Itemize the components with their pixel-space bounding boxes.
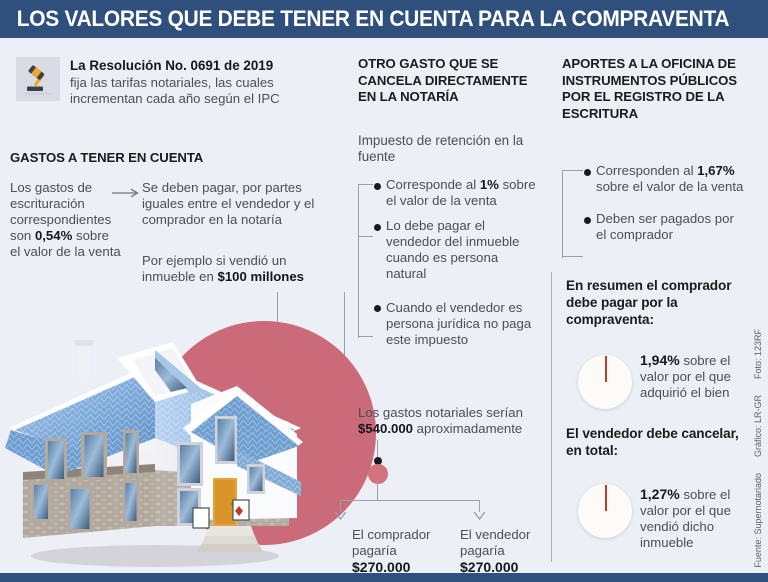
tree-node-dot bbox=[373, 457, 382, 465]
branch-right-amount: $270.000 bbox=[460, 559, 519, 576]
column-divider bbox=[551, 272, 553, 562]
bullet-icon bbox=[374, 305, 381, 313]
branch-right-line-2: pagaría bbox=[460, 543, 505, 559]
vendedor-text-block: 1,27% sobre el valor por el que vendió d… bbox=[640, 486, 758, 551]
credit-graphic: Gráfico: LR-GR bbox=[753, 395, 763, 458]
list-item: Deben ser pagados por el comprador bbox=[584, 211, 744, 243]
list-item-text: Cuando el vendedor es persona jurídica n… bbox=[386, 299, 532, 347]
gavel-icon bbox=[16, 57, 60, 101]
branch-left-amount: $270.000 bbox=[352, 559, 411, 576]
item-pre: Corresponden al bbox=[596, 163, 698, 178]
branch-left-block: El comprador pagaría $270.000 bbox=[352, 527, 462, 576]
col3-heading: APORTES A LA OFICINA DE INSTRUMENTOS PÚB… bbox=[562, 56, 737, 121]
col1-heading: GASTOS A TENER EN CUENTA bbox=[10, 150, 204, 165]
resumen-description: sobre el valor por el que adquirió el bi… bbox=[640, 353, 731, 401]
pie-slice-1-94 bbox=[605, 356, 607, 382]
col1-right-text-1: Se deben pagar, por partes iguales entre… bbox=[142, 180, 315, 228]
pie-chart-vendedor bbox=[578, 484, 632, 538]
item-bold: 1% bbox=[479, 177, 499, 192]
branch-left-line-1: El comprador bbox=[352, 527, 431, 542]
pie-slice-1-27 bbox=[605, 485, 607, 511]
arrow-down-icon-left bbox=[334, 511, 347, 521]
credit-source: Fuente: Supernotariado bbox=[753, 473, 763, 568]
pie-shape bbox=[578, 484, 632, 538]
col1-left-bold: 0,54% bbox=[34, 228, 73, 244]
bullet-icon bbox=[584, 168, 591, 176]
bullet-icon bbox=[584, 216, 591, 224]
connector-line-notary bbox=[344, 292, 346, 396]
resolution-line-2: incrementan cada año según el IPC bbox=[70, 91, 280, 107]
resumen-text-block: 1,94% sobre el valor por el que adquirió… bbox=[640, 352, 752, 401]
house-illustration bbox=[5, 340, 303, 567]
col2-heading: OTRO GASTO QUE SE CANCELA DIRECTAMENTE E… bbox=[358, 56, 528, 105]
credits-block: Fuente: Supernotariado Gráfico: LR-GR Fo… bbox=[750, 329, 766, 568]
branch-right-line-1: El vendedor bbox=[460, 527, 531, 542]
notary-total-amount: $540.000 bbox=[358, 421, 414, 437]
arrow-right-icon bbox=[112, 188, 139, 198]
item-bold: 1,67% bbox=[697, 163, 735, 178]
footer-bar bbox=[0, 573, 768, 582]
col2-subtitle: Impuesto de retención en la fuente bbox=[358, 133, 524, 165]
col2-item-list: Corresponde al 1% sobre el valor de la v… bbox=[374, 177, 542, 357]
vendedor-percent: 1,27% bbox=[640, 486, 680, 502]
resumen-heading: En resumen el comprador debe pagar por l… bbox=[566, 278, 732, 328]
tree-stem-top bbox=[377, 440, 379, 462]
col3-bracket bbox=[562, 170, 583, 258]
item-post: sobre el valor de la venta bbox=[386, 177, 536, 209]
col1-right2-bold: $100 millones bbox=[217, 269, 305, 285]
resolution-text: La Resolución No. 0691 de 2019 fija las … bbox=[70, 57, 280, 108]
tree-crossbar bbox=[340, 500, 480, 502]
resolution-title: La Resolución No. 0691 de 2019 bbox=[70, 58, 274, 73]
list-item: Corresponde al 1% sobre el valor de la v… bbox=[374, 177, 542, 209]
list-item-text: Deben ser pagados por el comprador bbox=[596, 211, 734, 243]
tree-stem-bottom bbox=[377, 480, 379, 500]
col1-right2-pre: Por ejemplo si vendió un inmueble en bbox=[142, 253, 287, 285]
item-post: sobre el valor de la venta bbox=[596, 179, 744, 195]
vendedor-heading: El vendedor debe cancelar, en total: bbox=[566, 426, 739, 459]
list-item-text: Corresponde al 1% sobre el valor de la v… bbox=[386, 177, 542, 209]
header-bar: LOS VALORES QUE DEBE TENER EN CUENTA PAR… bbox=[0, 0, 768, 38]
col1-right-text-2: Por ejemplo si vendió un inmueble en $10… bbox=[142, 253, 337, 285]
arrow-down-icon-right bbox=[473, 511, 486, 521]
page-title: LOS VALORES QUE DEBE TENER EN CUENTA PAR… bbox=[16, 6, 730, 31]
col3-item-list: Corresponden al 1,67% sobre el valor de … bbox=[584, 163, 744, 252]
col1-left-pre: Los gastos de escrituración correspondie… bbox=[10, 180, 112, 244]
pie-chart-comprador bbox=[578, 355, 632, 409]
col1-left-post: sobre el valor de la venta bbox=[10, 228, 121, 260]
notary-total-pre: Los gastos notariales serían bbox=[358, 405, 523, 420]
branch-left-line-2: pagaría bbox=[352, 543, 397, 559]
branch-right-block: El vendedor pagaría $270.000 bbox=[460, 527, 555, 576]
vendedor-description: sobre el valor por el que vendió dicho i… bbox=[640, 487, 731, 551]
resumen-percent: 1,94% bbox=[640, 352, 680, 368]
list-item: Corresponden al 1,67% sobre el valor de … bbox=[584, 163, 744, 195]
pie-shape bbox=[578, 355, 632, 409]
tree-node-highlight bbox=[367, 464, 388, 484]
notary-total-text: Los gastos notariales serían $540.000 ap… bbox=[358, 405, 556, 437]
list-item: Lo debe pagar el vendedor del inmueble c… bbox=[374, 218, 542, 282]
list-item-text: Corresponden al 1,67% sobre el valor de … bbox=[596, 163, 744, 195]
resolution-line-1: fija las tarifas notariales, las cuales bbox=[70, 75, 274, 91]
col1-left-text: Los gastos de escrituración correspondie… bbox=[10, 180, 122, 260]
tree-branch-right bbox=[479, 500, 481, 512]
bullet-icon bbox=[374, 182, 381, 190]
list-item-text: Lo debe pagar el vendedor del inmueble c… bbox=[386, 218, 520, 282]
col2-bracket bbox=[358, 184, 373, 338]
bullet-icon bbox=[374, 223, 381, 231]
list-item: Cuando el vendedor es persona jurídica n… bbox=[374, 300, 542, 348]
tree-branch-left bbox=[340, 500, 342, 512]
resolution-block: La Resolución No. 0691 de 2019 fija las … bbox=[16, 57, 316, 108]
notary-total-post: aproximadamente bbox=[413, 421, 523, 437]
credit-photo: Foto: 123RF bbox=[753, 329, 763, 380]
item-pre: Corresponde al bbox=[386, 177, 480, 192]
